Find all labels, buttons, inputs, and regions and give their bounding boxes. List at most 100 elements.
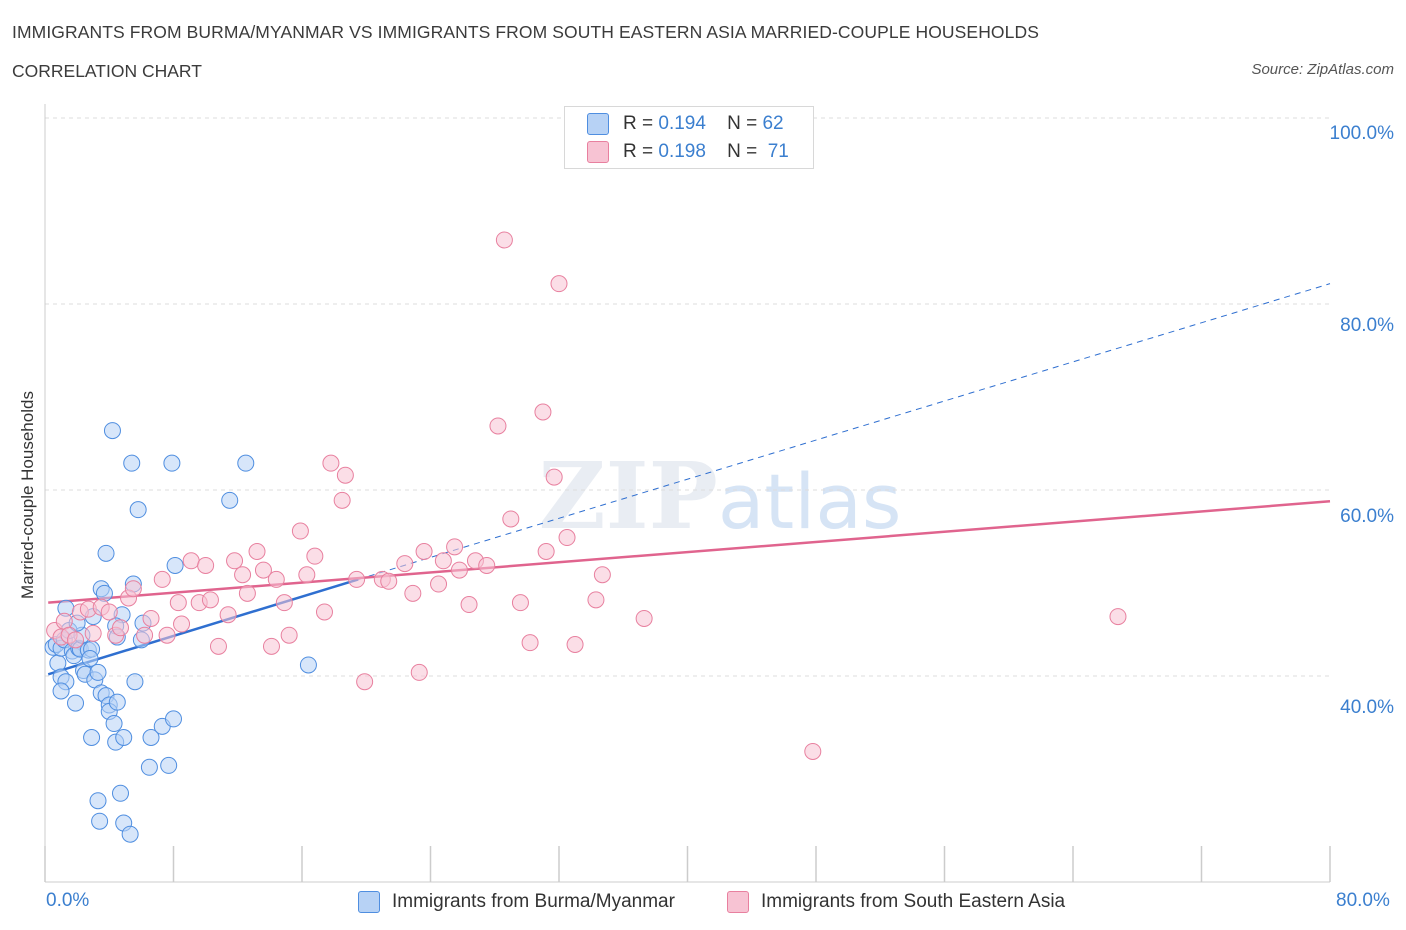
sea-point-59 — [502, 510, 520, 528]
legend-n-label: N = — [727, 141, 758, 162]
sea-point-49 — [415, 543, 433, 560]
burma-point-40 — [115, 729, 133, 746]
sea-point-30 — [254, 561, 272, 579]
trend-lines — [47, 283, 1331, 676]
sea-point-15 — [142, 609, 160, 627]
sea-point-26 — [226, 552, 244, 570]
source-label: Source: ZipAtlas.com — [1251, 61, 1394, 78]
legend-swatch-pink — [587, 141, 609, 163]
sea-point-39 — [322, 454, 340, 472]
axes — [44, 104, 1331, 883]
sea-point-25 — [219, 606, 237, 624]
legend-n-value: 62 — [762, 113, 784, 134]
burma-point-61 — [299, 656, 317, 674]
x-tick-label-min: 0.0% — [46, 890, 90, 911]
burma-point-51 — [160, 756, 178, 774]
sea-trend-line — [48, 500, 1331, 604]
legend-swatch-blue — [587, 113, 609, 135]
sea-point-38 — [315, 603, 333, 621]
y-tick-label-40: 40.0% — [1340, 697, 1394, 718]
burma-point-23 — [81, 649, 99, 667]
sea-point-53 — [450, 561, 468, 579]
burma-point-35 — [95, 584, 113, 602]
sea-point-37 — [306, 547, 324, 565]
bottom-legend-label-sea: Immigrants from South Eastern Asia — [761, 891, 1066, 912]
sea-point-46 — [396, 555, 414, 573]
legend-row-sea: R = 0.198 N = 71 — [587, 140, 789, 164]
burma-point-42 — [121, 825, 139, 843]
sea-point-41 — [336, 466, 354, 484]
stats-legend: R = 0.194 N = 62 R = 0.198 N = 71 — [564, 106, 814, 169]
burma-point-14 — [67, 694, 85, 712]
sea-point-60 — [511, 594, 529, 612]
sea-point-43 — [356, 673, 374, 691]
burma-point-48 — [140, 758, 158, 776]
sea-point-23 — [201, 591, 219, 609]
burma-point-58 — [123, 454, 141, 472]
sea-point-35 — [291, 522, 309, 540]
burma-point-54 — [97, 544, 115, 562]
sea-point-72 — [1109, 608, 1127, 626]
sea-point-31 — [262, 637, 280, 655]
x-tick-label-max: 80.0% — [1336, 890, 1390, 911]
burma-point-2 — [49, 654, 67, 672]
data-points — [44, 231, 1127, 843]
bottom-legend-swatch-blue — [358, 891, 380, 913]
sea-point-40 — [333, 491, 351, 509]
bottom-legend-swatch-pink — [727, 891, 749, 913]
burma-point-52 — [165, 710, 182, 728]
sea-point-65 — [550, 275, 568, 293]
burma-point-33 — [91, 812, 109, 830]
sea-point-19 — [173, 615, 191, 633]
sea-point-63 — [537, 543, 555, 560]
burma-point-32 — [105, 715, 123, 733]
burma-point-44 — [126, 673, 144, 691]
sea-point-24 — [209, 637, 227, 655]
legend-n-value: 71 — [767, 141, 789, 162]
legend-r-value: 0.194 — [658, 113, 706, 134]
sea-point-22 — [197, 556, 215, 574]
bottom-legend-label-burma: Immigrants from Burma/Myanmar — [392, 891, 675, 912]
sea-point-18 — [169, 594, 187, 612]
burma-point-59 — [221, 491, 239, 509]
gridlines — [45, 117, 1330, 677]
sea-point-47 — [404, 584, 422, 602]
chart-title: IMMIGRANTS FROM BURMA/MYANMAR VS IMMIGRA… — [12, 22, 1039, 42]
burma-point-55 — [129, 501, 147, 519]
burma-point-31 — [108, 693, 126, 711]
sea-point-33 — [275, 594, 293, 612]
sea-point-11 — [111, 619, 129, 637]
sea-point-67 — [566, 636, 584, 653]
sea-point-52 — [446, 538, 464, 556]
sea-point-58 — [495, 231, 513, 249]
y-tick-label-80: 80.0% — [1340, 315, 1394, 336]
legend-r-label: R = — [623, 141, 654, 162]
sea-point-66 — [558, 529, 576, 547]
burma-trend-line — [47, 578, 359, 676]
sea-point-34 — [280, 626, 298, 644]
sea-point-51 — [434, 552, 452, 570]
sea-point-27 — [234, 566, 252, 584]
sea-point-14 — [136, 626, 154, 644]
sea-point-17 — [158, 626, 176, 644]
burma-point-60 — [237, 454, 255, 472]
sea-point-70 — [635, 609, 653, 627]
legend-row-burma: R = 0.194 N = 62 — [587, 112, 784, 136]
legend-n-label: N = — [727, 113, 758, 134]
bottom-legend-burma: Immigrants from Burma/Myanmar — [358, 889, 675, 915]
sea-point-45 — [380, 572, 398, 590]
sea-point-68 — [587, 591, 605, 609]
sea-point-56 — [478, 556, 496, 574]
sea-point-13 — [124, 580, 142, 598]
sea-point-4 — [67, 631, 85, 649]
burma-point-53 — [166, 556, 184, 574]
sea-point-16 — [153, 570, 171, 588]
sea-point-48 — [410, 663, 428, 681]
sea-point-36 — [298, 566, 316, 584]
chart-subtitle: CORRELATION CHART — [12, 61, 202, 81]
sea-point-54 — [460, 596, 478, 614]
burma-point-24 — [89, 663, 107, 681]
watermark: ZIPatlas — [538, 442, 901, 550]
sea-point-9 — [100, 603, 118, 621]
bottom-legend-sea: Immigrants from South Eastern Asia — [727, 889, 1065, 915]
